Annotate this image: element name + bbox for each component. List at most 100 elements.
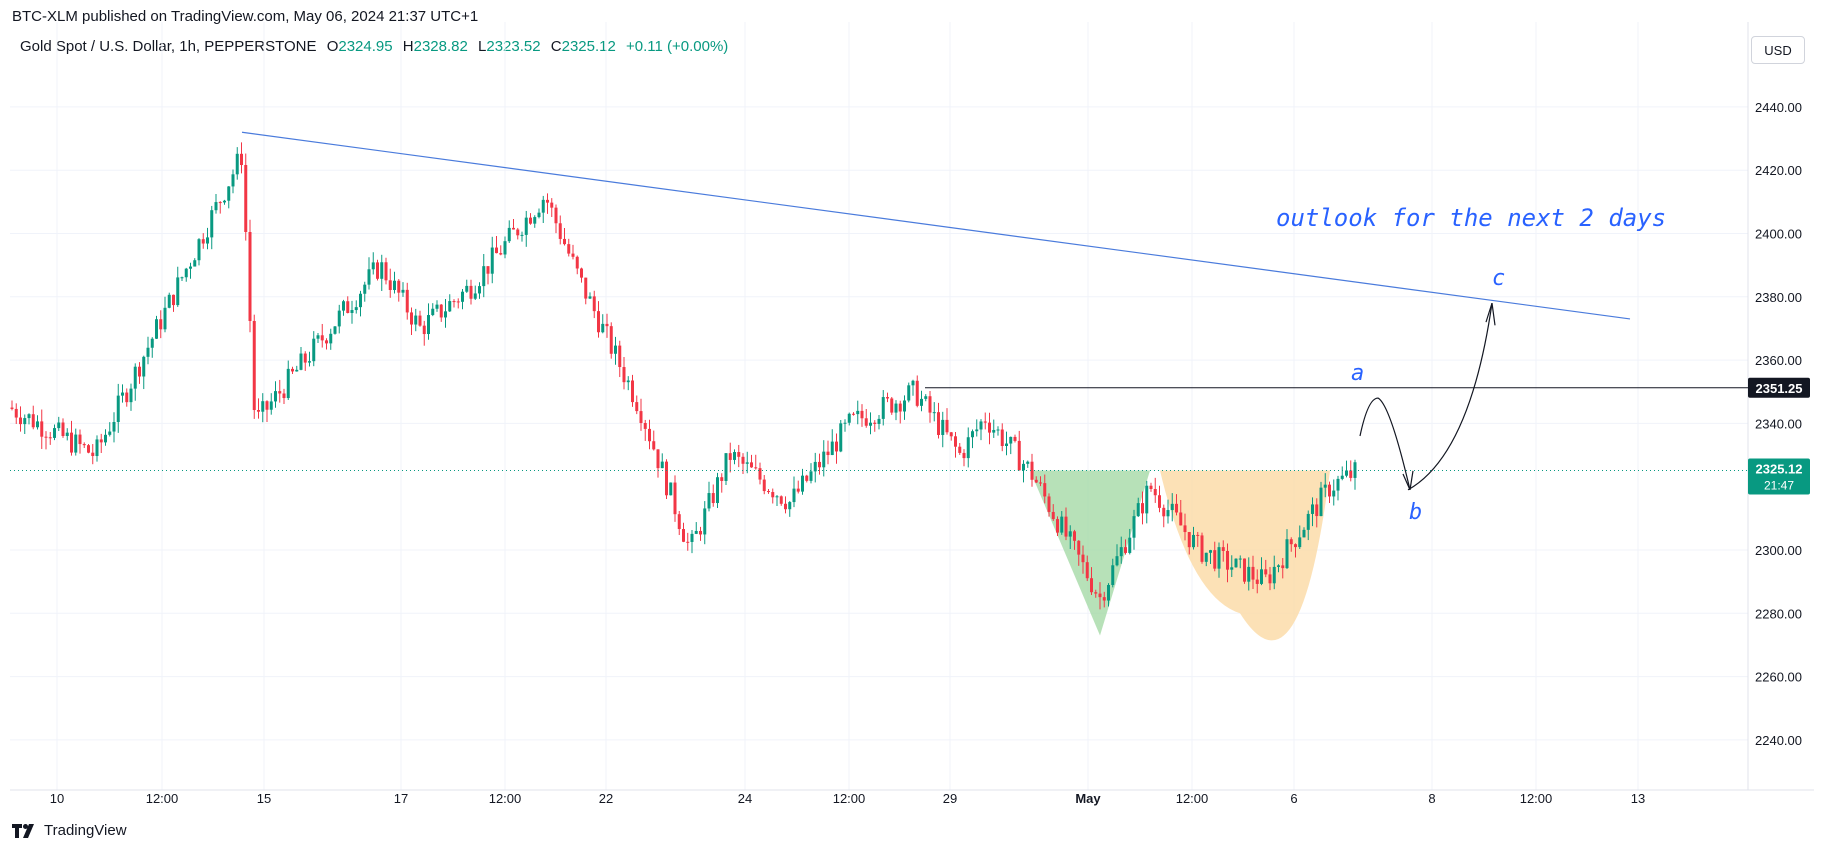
candle-body — [53, 428, 56, 438]
candle-body — [745, 462, 749, 464]
candle-body — [605, 323, 609, 327]
currency-button[interactable]: USD — [1751, 36, 1805, 64]
candle-body — [1077, 540, 1081, 555]
candle-body — [1349, 470, 1353, 478]
candle-body — [728, 453, 732, 460]
candle-body — [826, 451, 830, 456]
candle-body — [248, 232, 252, 321]
candle-body — [1192, 534, 1195, 548]
y-tick-label: 2280.00 — [1755, 606, 1802, 621]
candle-body — [1217, 547, 1221, 569]
y-tick-label: 2420.00 — [1755, 163, 1802, 178]
candle-body — [758, 468, 762, 480]
candle-body — [193, 260, 197, 267]
candle-body — [750, 462, 753, 468]
candle-body — [138, 366, 141, 377]
candle-body — [1332, 490, 1336, 497]
candle-body — [635, 402, 639, 412]
footer-brand: TradingView — [44, 822, 127, 839]
x-tick-label: 13 — [1631, 791, 1645, 806]
candle-body — [380, 262, 384, 279]
candle-body — [652, 441, 656, 450]
candle-body — [329, 333, 333, 344]
candle-body — [1043, 483, 1047, 497]
candle-body — [337, 310, 341, 327]
candle-body — [121, 392, 124, 396]
current-price-label: 2325.12 — [1756, 461, 1803, 476]
annotation-b: b — [1409, 500, 1422, 525]
x-tick-label: 12:00 — [146, 791, 179, 806]
x-tick-label: 12:00 — [489, 791, 522, 806]
resistance-price-label-bg — [1748, 377, 1810, 398]
candle-body — [1315, 504, 1319, 517]
candle-body — [240, 153, 243, 166]
candle-body — [1238, 558, 1242, 560]
published-by-header: BTC-XLM published on TradingView.com, Ma… — [12, 8, 479, 25]
candle-body — [1102, 597, 1106, 601]
candle-body — [1230, 567, 1234, 570]
candle-body — [435, 304, 439, 309]
candle-body — [1026, 461, 1030, 464]
annotation-outlook: outlook for the next 2 days — [1276, 204, 1666, 232]
candle-body — [537, 212, 541, 218]
candle-body — [159, 319, 163, 330]
candle-body — [775, 496, 779, 498]
candle-body — [609, 326, 613, 354]
candle-body — [1068, 531, 1072, 537]
candle-body — [818, 461, 821, 468]
candle-body — [954, 436, 957, 447]
candle-body — [767, 491, 770, 493]
candle-body — [308, 361, 311, 363]
candle-body — [146, 347, 150, 357]
candle-body — [864, 418, 868, 426]
candle-body — [465, 285, 469, 292]
candle-body — [546, 199, 549, 203]
candle-body — [673, 482, 677, 515]
candle-body — [1268, 574, 1272, 584]
candle-body — [104, 434, 107, 443]
candle-body — [350, 310, 354, 313]
candle-body — [894, 403, 898, 413]
candle-body — [575, 256, 579, 269]
current-price-label-bg — [1748, 458, 1810, 495]
x-tick-label: May — [1075, 791, 1101, 806]
candle-body — [716, 477, 719, 504]
candle-body — [1255, 579, 1259, 584]
candle-body — [57, 422, 61, 429]
candle-body — [1226, 550, 1229, 570]
candle-body — [1323, 484, 1327, 488]
candle-body — [1179, 512, 1183, 526]
candle-body — [295, 369, 299, 372]
candle-body — [541, 199, 545, 213]
candle-body — [452, 301, 456, 303]
candle-body — [384, 262, 388, 281]
candle-body — [1073, 531, 1076, 541]
candle-body — [588, 296, 592, 299]
y-tick-label: 2380.00 — [1755, 290, 1802, 305]
candle-body — [1200, 535, 1204, 562]
symbol-name: Gold Spot / U.S. Dollar, 1h, PEPPERSTONE — [20, 38, 317, 55]
candle-body — [1175, 503, 1178, 513]
candle-body — [1251, 566, 1255, 580]
candle-body — [741, 456, 745, 464]
candle-body — [1272, 566, 1276, 584]
candle-body — [1247, 566, 1251, 582]
candle-body — [830, 441, 834, 456]
candle-body — [1302, 529, 1306, 538]
candle-body — [95, 439, 99, 457]
candle-body — [1005, 443, 1008, 446]
candle-body — [835, 441, 838, 452]
candle-body — [1051, 511, 1055, 520]
candle-body — [244, 165, 248, 233]
price-axis: 2440.00 2420.00 2400.00 2380.00 2360.00 2340.… — [1748, 100, 1810, 748]
candle-body — [1306, 513, 1310, 530]
candle-body — [473, 293, 477, 299]
candle-body — [601, 323, 605, 333]
candle-body — [405, 289, 409, 313]
candle-body — [1141, 503, 1144, 514]
candle-body — [371, 262, 375, 270]
candle-body — [418, 315, 422, 326]
candle-body — [325, 340, 328, 344]
candle-body — [1153, 489, 1157, 496]
